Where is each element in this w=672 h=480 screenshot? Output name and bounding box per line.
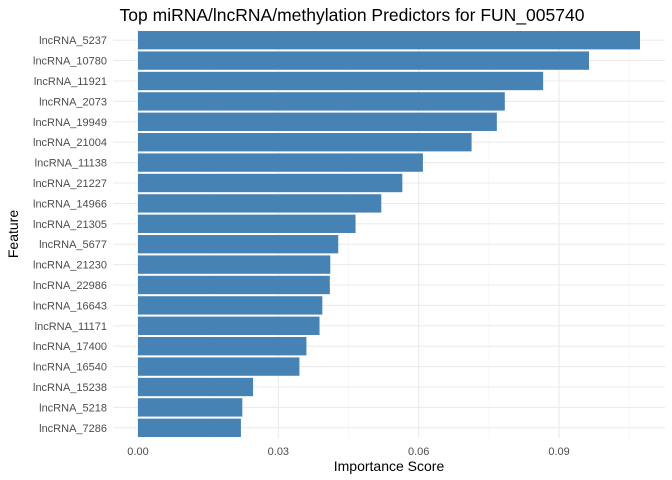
bar (138, 398, 243, 417)
x-tick-label: 0.09 (548, 446, 569, 458)
bar (138, 337, 307, 356)
y-tick-label: lncRNA_17400 (33, 341, 107, 353)
bar (138, 235, 339, 254)
y-tick-label: lncRNA_2073 (39, 96, 107, 108)
chart-title: Top miRNA/lncRNA/methylation Predictors … (120, 5, 585, 26)
bar (138, 133, 472, 152)
y-tick-label: lncRNA_11138 (35, 158, 107, 170)
y-axis-title: Feature (5, 210, 21, 258)
x-tick-labels: 0.00 0.03 0.06 0.09 (127, 446, 569, 458)
y-tick-label: lncRNA_22986 (33, 280, 107, 292)
y-tick-label: lncRNA_21305 (33, 219, 107, 231)
bar (138, 316, 320, 335)
bar (138, 112, 497, 131)
y-tick-labels: lncRNA_5237 lncRNA_10780 lncRNA_11921 lncRN… (33, 35, 107, 435)
y-tick-label: lncRNA_21004 (33, 137, 107, 149)
y-tick-label: lncRNA_11171 (35, 321, 107, 333)
bar (138, 92, 505, 111)
bar (138, 153, 423, 172)
x-tick-label: 0.03 (268, 446, 289, 458)
x-tick-label: 0.00 (127, 446, 148, 458)
y-tick-label: lncRNA_10780 (33, 56, 107, 68)
bar (138, 418, 241, 437)
y-tick-label: lncRNA_21227 (33, 178, 107, 190)
y-tick-label: lncRNA_7286 (39, 423, 107, 435)
bar (138, 357, 300, 376)
bar (138, 31, 640, 50)
bar (138, 214, 356, 233)
y-tick-label: lncRNA_5677 (39, 239, 107, 251)
y-tick-label: lncRNA_14966 (33, 198, 107, 210)
bar (138, 194, 382, 213)
x-axis-title: Importance Score (334, 458, 445, 474)
bar (138, 275, 330, 295)
y-tick-label: lncRNA_15238 (33, 382, 107, 394)
y-tick-label: lncRNA_21230 (33, 260, 107, 272)
bar (138, 296, 323, 315)
grid (113, 30, 665, 438)
bars (138, 31, 640, 437)
bar (138, 71, 544, 91)
x-tick-label: 0.06 (408, 446, 429, 458)
bar (138, 255, 331, 274)
y-tick-label: lncRNA_16540 (33, 362, 107, 374)
bar (138, 51, 590, 70)
y-tick-label: lncRNA_5237 (39, 35, 107, 47)
bar (138, 173, 403, 193)
bar (138, 377, 254, 397)
y-tick-label: lncRNA_16643 (33, 300, 107, 312)
y-tick-label: lncRNA_5218 (39, 402, 107, 414)
y-tick-label: lncRNA_19949 (33, 117, 107, 129)
y-tick-label: lncRNA_11921 (34, 76, 107, 88)
